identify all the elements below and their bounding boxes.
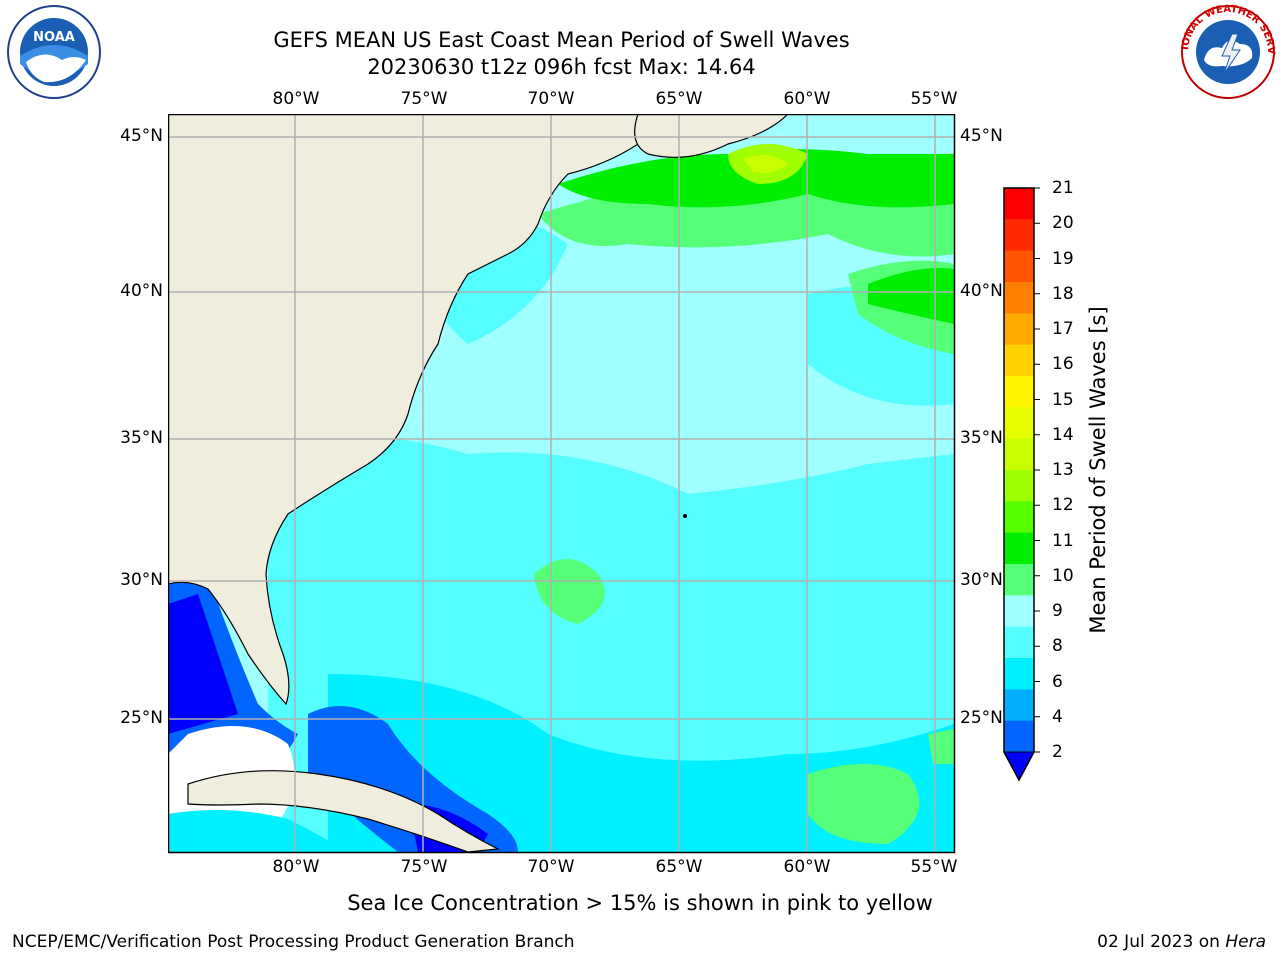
colorbar-segment bbox=[1004, 626, 1034, 659]
latitude-label-right: 40°N bbox=[960, 281, 1003, 301]
colorbar-segment bbox=[1004, 219, 1034, 252]
colorbar-segment bbox=[1004, 282, 1034, 314]
colorbar-tick-label: 15 bbox=[1052, 389, 1074, 410]
credit-text: NCEP/EMC/Verification Post Processing Pr… bbox=[12, 932, 575, 952]
colorbar-segment bbox=[1004, 438, 1034, 471]
colorbar-tick-label: 10 bbox=[1052, 565, 1074, 586]
map-subtitle: 20230630 t12z 096h fcst Max: 14.64 bbox=[367, 55, 756, 79]
longitude-label-bottom: 65°W bbox=[655, 857, 703, 877]
land-maritimes bbox=[634, 114, 789, 158]
nws-logo: NATIONAL WEATHER SERVICE bbox=[1178, 4, 1276, 99]
colorbar-frame bbox=[1003, 187, 1035, 782]
machine-name: Hera bbox=[1225, 932, 1266, 952]
colorbar-segment bbox=[1004, 658, 1034, 690]
map-frame bbox=[168, 114, 956, 854]
longitude-label-bottom: 80°W bbox=[272, 857, 320, 877]
colorbar-segment bbox=[1004, 689, 1034, 722]
colorbar-tick-label: 2 bbox=[1052, 742, 1063, 762]
colorbar-extend-triangle bbox=[1003, 751, 1035, 782]
longitude-label-bottom: 60°W bbox=[783, 857, 831, 877]
colorbar-tick-label: 17 bbox=[1052, 319, 1074, 339]
latitude-label-right: 25°N bbox=[960, 708, 1003, 728]
longitude-label-top: 60°W bbox=[783, 89, 831, 109]
colorbar-tick-label: 11 bbox=[1052, 530, 1074, 551]
colorbar-tick-label: 21 bbox=[1052, 178, 1074, 198]
colorbar-segment bbox=[1004, 595, 1034, 628]
colorbar-segment bbox=[1004, 407, 1034, 440]
noaa-logo-text: NOAA bbox=[33, 30, 75, 45]
bermuda-island bbox=[683, 514, 687, 518]
colorbar-tick-label: 12 bbox=[1052, 495, 1074, 516]
longitude-label-top: 65°W bbox=[655, 89, 703, 109]
sea-ice-note: Sea Ice Concentration > 15% is shown in … bbox=[347, 891, 933, 915]
colorbar-tick-label: 9 bbox=[1052, 601, 1063, 621]
date-stamp: 02 Jul 2023 on Hera bbox=[1097, 932, 1266, 952]
colorbar-segment bbox=[1004, 720, 1034, 753]
colorbar-segment bbox=[1004, 501, 1034, 534]
colorbar-segment bbox=[1004, 313, 1034, 346]
map-title: GEFS MEAN US East Coast Mean Period of S… bbox=[273, 28, 850, 52]
longitude-label-top: 70°W bbox=[527, 89, 575, 109]
colorbar-tick-label: 19 bbox=[1052, 248, 1074, 269]
latitude-label-left: 35°N bbox=[120, 428, 163, 448]
latitude-label-right: 45°N bbox=[960, 126, 1003, 146]
colorbar-tick-label: 14 bbox=[1052, 424, 1074, 445]
colorbar-segment bbox=[1004, 250, 1034, 283]
colorbar bbox=[1003, 187, 1040, 782]
longitude-label-bottom: 70°W bbox=[527, 857, 575, 877]
colorbar-tick-label: 18 bbox=[1052, 283, 1074, 304]
latitude-label-left: 40°N bbox=[120, 281, 163, 301]
longitude-label-top: 80°W bbox=[272, 89, 320, 109]
land-cuba bbox=[187, 770, 501, 852]
longitude-label-top: 75°W bbox=[400, 89, 448, 109]
colorbar-tick-label: 4 bbox=[1052, 706, 1063, 727]
colorbar-segment bbox=[1004, 188, 1034, 220]
latitude-label-left: 25°N bbox=[120, 708, 163, 728]
swell-period-map bbox=[168, 114, 956, 854]
colorbar-tick-label: 13 bbox=[1052, 460, 1074, 480]
colorbar-tick-label: 16 bbox=[1052, 354, 1074, 375]
noaa-logo: NOAA bbox=[7, 5, 101, 99]
colorbar-label: Mean Period of Swell Waves [s] bbox=[1086, 306, 1110, 634]
graticule bbox=[168, 114, 954, 852]
longitude-label-bottom: 75°W bbox=[400, 857, 448, 877]
colorbar-segment bbox=[1004, 532, 1034, 565]
colorbar-segment bbox=[1004, 470, 1034, 502]
latitude-label-right: 35°N bbox=[960, 428, 1003, 448]
latitude-label-left: 30°N bbox=[120, 570, 163, 590]
colorbar-tick-label: 6 bbox=[1052, 671, 1063, 692]
longitude-label-top: 55°W bbox=[910, 89, 958, 109]
longitude-label-bottom: 55°W bbox=[910, 857, 958, 877]
colorbar-segment bbox=[1004, 344, 1034, 377]
latitude-label-right: 30°N bbox=[960, 570, 1003, 590]
colorbar-segment bbox=[1004, 376, 1034, 408]
colorbar-tick-label: 20 bbox=[1052, 213, 1074, 234]
colorbar-tick-label: 8 bbox=[1052, 636, 1063, 657]
latitude-label-left: 45°N bbox=[120, 126, 163, 146]
colorbar-segment bbox=[1004, 564, 1034, 596]
